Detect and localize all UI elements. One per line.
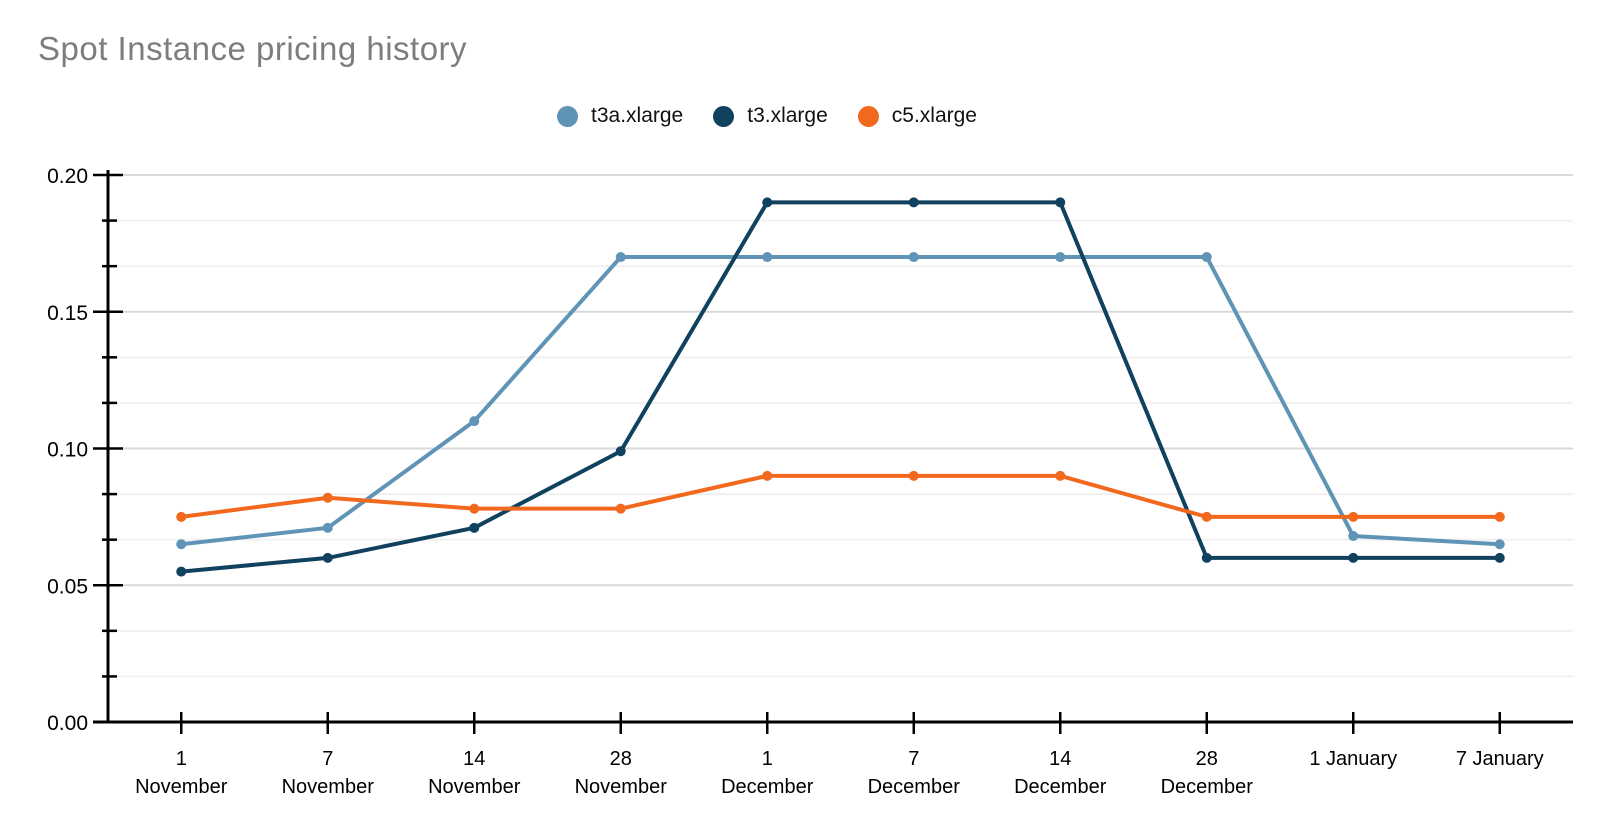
data-point	[469, 522, 480, 533]
x-tick-label: 7	[322, 748, 333, 770]
x-tick-label: December	[1014, 776, 1107, 798]
x-tick-label: November	[282, 776, 375, 798]
data-point	[176, 511, 187, 522]
data-point	[908, 197, 919, 208]
data-point	[615, 252, 626, 263]
chart-title: Spot Instance pricing history	[38, 30, 468, 67]
x-tick-label: 1	[176, 748, 187, 770]
data-point	[1348, 552, 1359, 563]
x-tick-label: 7 January	[1456, 748, 1544, 770]
axes: 0.00 0.05 0.10 0.15 0.20 1 November 7 November 14…	[47, 165, 1573, 798]
y-tick-label: 0.00	[47, 712, 88, 735]
data-point	[322, 552, 333, 563]
data-point	[1348, 531, 1359, 542]
data-point	[176, 539, 187, 550]
y-tick-label: 0.10	[47, 439, 88, 462]
data-point	[322, 492, 333, 503]
series-line-c5.xlarge	[179, 473, 1502, 519]
data-point	[1348, 511, 1359, 522]
legend-swatch-icon	[857, 105, 879, 127]
legend: t3a.xlarge t3.xlarge c5.xlarge	[0, 104, 1567, 128]
x-tick-label: November	[428, 776, 521, 798]
data-point	[176, 566, 187, 577]
x-tick-label: 1 January	[1309, 748, 1397, 770]
x-tick-label: 28	[1196, 748, 1218, 770]
legend-swatch-icon	[713, 105, 735, 127]
data-point	[1494, 552, 1505, 563]
gridlines	[108, 174, 1573, 678]
x-tick-label: December	[721, 776, 814, 798]
series-line-t3a.xlarge	[179, 255, 1502, 547]
x-tick-label: 14	[463, 748, 485, 770]
legend-item-c5.xlarge: c5.xlarge	[857, 104, 977, 128]
legend-item-t3a.xlarge: t3a.xlarge	[557, 104, 683, 128]
x-tick-label: 7	[908, 748, 919, 770]
legend-item-t3.xlarge: t3.xlarge	[713, 104, 828, 128]
x-tick-label: 1	[762, 748, 773, 770]
series-c5.xlarge	[176, 470, 1505, 522]
x-tick-label: November	[575, 776, 668, 798]
data-point	[1494, 511, 1505, 522]
x-tick-label: December	[868, 776, 961, 798]
data-point	[1055, 470, 1066, 481]
series-line-t3.xlarge	[179, 200, 1502, 574]
legend-label: t3.xlarge	[747, 104, 828, 127]
y-tick-label: 0.15	[47, 302, 88, 325]
legend-swatch-icon	[557, 105, 578, 127]
data-point	[908, 470, 919, 481]
data-point	[1201, 252, 1212, 263]
y-tick-label: 0.20	[47, 165, 88, 188]
data-point	[1494, 539, 1505, 550]
data-point	[1055, 197, 1066, 208]
x-tick-label: November	[135, 776, 228, 798]
data-point	[1055, 252, 1066, 263]
data-point	[469, 503, 480, 514]
x-tick-label: December	[1161, 776, 1254, 798]
legend-label: t3a.xlarge	[591, 104, 684, 127]
data-point	[615, 503, 626, 514]
data-point	[908, 252, 919, 263]
series-t3a.xlarge	[176, 252, 1505, 550]
x-tick-label: 14	[1049, 748, 1071, 770]
data-point	[762, 470, 773, 481]
legend-label: c5.xlarge	[891, 104, 977, 127]
data-point	[762, 197, 773, 208]
x-tick-label: 28	[610, 748, 632, 770]
series-t3.xlarge	[176, 197, 1505, 577]
data-point	[762, 252, 773, 263]
data-point	[322, 522, 333, 533]
data-point	[1201, 552, 1212, 563]
data-point	[615, 446, 626, 457]
data-point	[1201, 511, 1212, 522]
y-tick-label: 0.05	[47, 575, 88, 598]
data-point	[469, 416, 480, 427]
